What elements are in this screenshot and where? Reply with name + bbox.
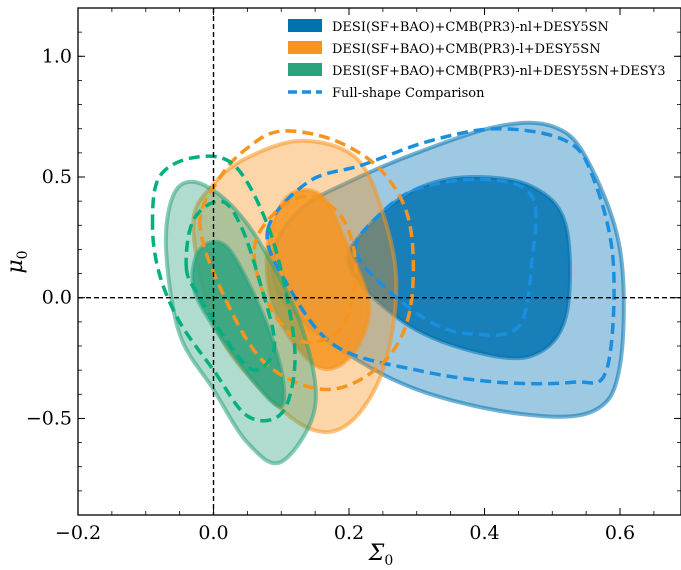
legend-label: DESI(SF+BAO)+CMB(PR3)-nl+DESY5SN+DESY3 — [332, 64, 666, 79]
x-tick-label: 0.2 — [334, 522, 364, 544]
contour-4-95pct — [198, 129, 416, 392]
reference-lines — [78, 8, 681, 515]
x-tick-label: 0.6 — [605, 522, 635, 544]
x-axis-label: Σ0 — [368, 541, 393, 569]
x-tick-label: −0.2 — [55, 522, 101, 544]
y-axis-label-subscript: 0 — [15, 250, 31, 259]
contour-layer — [150, 120, 626, 466]
y-axis-label: μ0 — [3, 250, 31, 273]
legend-label: DESI(SF+BAO)+CMB(PR3)-nl+DESY5SN — [332, 20, 609, 35]
contour-3-95pct — [265, 126, 616, 386]
legend-entry-2: DESI(SF+BAO)+CMB(PR3)-nl+DESY5SN+DESY3 — [288, 63, 666, 79]
contour-series-5 — [150, 154, 297, 423]
legend: DESI(SF+BAO)+CMB(PR3)-nl+DESY5SN DESI(SF+… — [288, 19, 666, 101]
y-tick-label: 0.0 — [42, 287, 72, 309]
contour-4-68pct — [252, 194, 358, 345]
legend-swatch — [288, 41, 322, 54]
plot-frame — [77, 7, 681, 516]
legend-label: Full-shape Comparison — [332, 86, 485, 101]
axis-ticks: −0.2 0.0 0.2 0.4 0.6 −0.5 0.0 0.5 1.0 — [26, 7, 681, 544]
x-tick-label: 0.4 — [469, 522, 499, 544]
legend-label: DESI(SF+BAO)+CMB(PR3)-l+DESY5SN — [332, 42, 601, 57]
legend-swatch — [288, 63, 322, 76]
contour-5-95pct — [150, 154, 297, 423]
legend-entry-0: DESI(SF+BAO)+CMB(PR3)-nl+DESY5SN — [288, 19, 609, 35]
legend-entry-1: DESI(SF+BAO)+CMB(PR3)-l+DESY5SN — [288, 41, 601, 57]
contour-series-4 — [198, 129, 416, 392]
contour-3-68pct — [354, 177, 538, 337]
x-tick-label: 0.0 — [198, 522, 228, 544]
x-axis-label-subscript: 0 — [384, 553, 393, 569]
contour-5-68pct — [184, 199, 277, 372]
legend-entry-3: Full-shape Comparison — [288, 86, 485, 101]
contour-series-3 — [265, 126, 616, 386]
legend-swatch — [288, 19, 322, 32]
y-tick-label: −0.5 — [26, 407, 72, 429]
y-tick-label: 1.0 — [42, 45, 72, 67]
y-tick-label: 0.5 — [42, 166, 72, 188]
